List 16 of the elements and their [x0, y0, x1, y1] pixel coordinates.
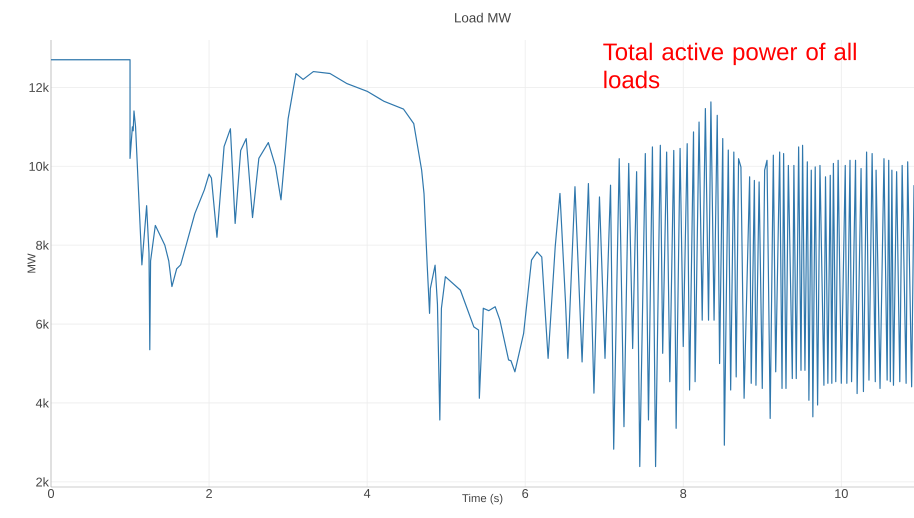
x-axis-title: Time (s): [462, 494, 502, 504]
x-tick-label: 8: [680, 489, 686, 498]
y-tick-label: 6k: [36, 319, 49, 329]
annotation: Total active power of all loads: [603, 42, 856, 88]
x-tick-label: 6: [522, 489, 528, 498]
x-tick-label: 10: [835, 489, 848, 498]
x-tick-label: 0: [48, 489, 54, 498]
y-tick-label: 4k: [36, 398, 49, 408]
y-axis-title: MW: [28, 253, 36, 273]
y-tick-label: 8k: [36, 240, 49, 250]
y-tick-label: 10k: [29, 162, 49, 171]
x-tick-label: 2: [206, 489, 212, 498]
chart-title: Load MW: [455, 12, 511, 22]
y-tick-label: 2k: [36, 477, 49, 486]
x-tick-label: 4: [364, 489, 370, 498]
y-tick-label: 12k: [29, 82, 49, 92]
